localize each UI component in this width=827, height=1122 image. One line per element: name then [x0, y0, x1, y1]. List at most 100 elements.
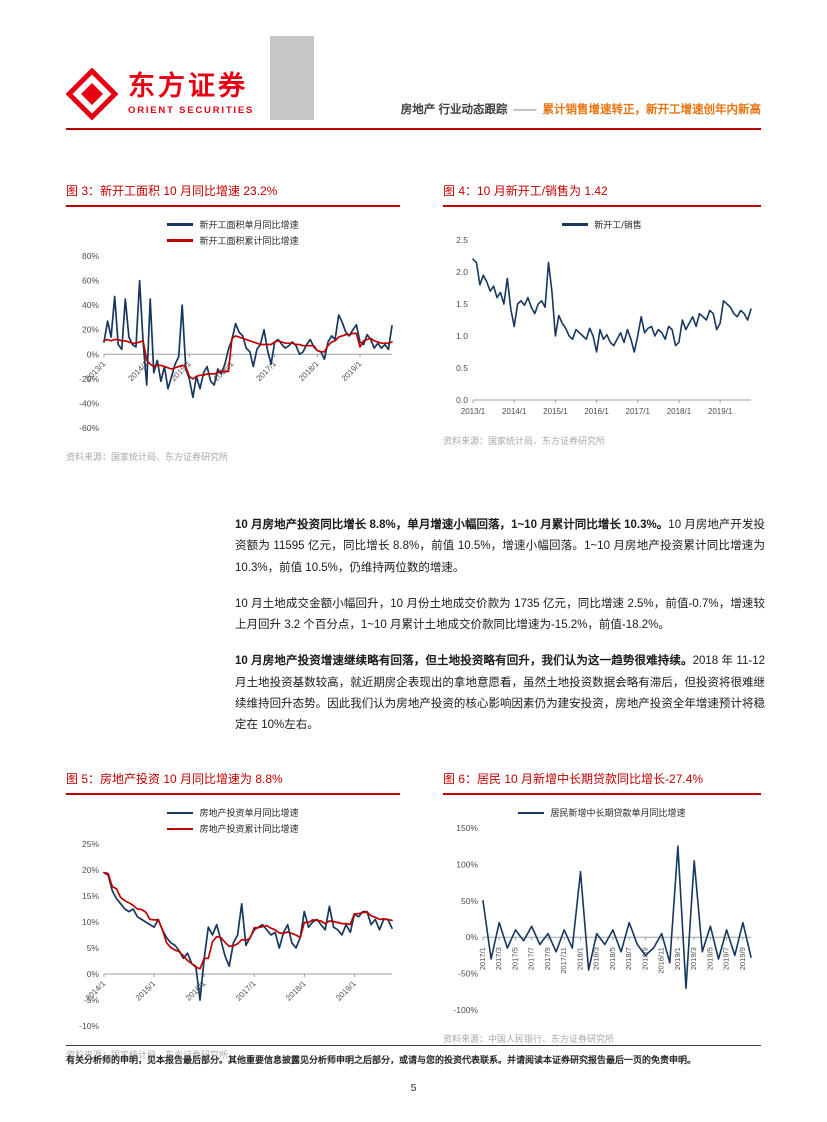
- figure-5-title: 图 5：房地产投资 10 月同比增速为 8.8%: [66, 770, 400, 796]
- svg-text:2019/7: 2019/7: [722, 948, 731, 971]
- legend-label: 居民新增中长期贷款单月同比增速: [550, 808, 686, 819]
- svg-text:2017/1: 2017/1: [254, 359, 278, 383]
- figure-4-legend: 新开工/销售: [443, 218, 761, 231]
- brand-name-en: ORIENT SECURITIES: [128, 104, 255, 116]
- svg-text:2018/3: 2018/3: [592, 948, 601, 971]
- svg-text:2018/1: 2018/1: [575, 948, 584, 971]
- svg-text:2019/3: 2019/3: [689, 948, 698, 971]
- svg-text:80%: 80%: [82, 251, 99, 261]
- svg-text:2018/1: 2018/1: [667, 407, 692, 416]
- figure-4: 图 4：10 月新开工/销售为 1.42 新开工/销售 0.0 0.5 1.0 1.5…: [443, 182, 761, 463]
- svg-text:0%: 0%: [466, 933, 479, 943]
- figure-4-source: 资料来源：国家统计局、东方证券研究所: [443, 436, 606, 446]
- figure-3-chart: -60% -40% -20% 0% 20% 40% 60% 80% 2013/1 2014/1 20…: [66, 250, 400, 440]
- svg-text:-50%: -50%: [458, 969, 478, 979]
- legend-label: 新开工面积单月同比增速: [199, 220, 299, 230]
- svg-text:0%: 0%: [87, 969, 100, 979]
- svg-text:0.0: 0.0: [456, 395, 468, 405]
- body-paragraph: 10 月房地产投资同比增长 8.8%，单月增速小幅回落，1~10 月累计同比增长…: [235, 519, 765, 574]
- svg-text:2017/9: 2017/9: [543, 948, 552, 971]
- legend-item: 居民新增中长期贷款单月同比增速: [518, 806, 686, 819]
- svg-text:2018/9: 2018/9: [640, 948, 649, 971]
- legend-label: 房地产投资累计同比增速: [199, 824, 299, 835]
- svg-text:2016/1: 2016/1: [184, 979, 208, 1003]
- svg-text:2017/1: 2017/1: [626, 407, 651, 416]
- legend-line-swatch: [167, 827, 194, 831]
- svg-text:-10%: -10%: [79, 1021, 99, 1031]
- figure-6-legend: 居民新增中长期贷款单月同比增速: [443, 806, 761, 819]
- svg-text:1.5: 1.5: [456, 299, 468, 309]
- svg-text:40%: 40%: [82, 300, 99, 310]
- chart-svg: -60%-40%-20%0%20%40%60%80%2013/1 2014/1 20…: [79, 251, 393, 433]
- svg-text:2017/3: 2017/3: [494, 948, 503, 971]
- legend-item: 新开工/销售: [562, 218, 642, 231]
- orient-securities-logo-icon: [66, 68, 118, 120]
- chart-svg: -10%-5%0%5%10%15%20%25%2014/1 2015/1 2016/…: [79, 839, 393, 1031]
- legend-line-swatch: [167, 239, 194, 242]
- svg-text:2015/1: 2015/1: [134, 979, 158, 1003]
- svg-text:2019/5: 2019/5: [705, 948, 714, 971]
- svg-text:2016/1: 2016/1: [584, 407, 609, 416]
- brand-text: 东方证券 ORIENT SECURITIES: [128, 71, 255, 116]
- analysis-text: 10 月房地产投资同比增长 8.8%，单月增速小幅回落，1~10 月累计同比增长…: [235, 515, 765, 736]
- figure-5-chart: -10% -5% 0% 5% 10% 15% 20% 25% 2014/1 2015/1 2016/…: [66, 838, 400, 1038]
- body-paragraph: 10 月房地产投资增速继续略有回落，但土地投资略有回升，我们认为这一趋势很难持续…: [235, 655, 765, 732]
- svg-text:25%: 25%: [82, 839, 99, 849]
- svg-text:1.0: 1.0: [456, 331, 468, 341]
- brand-name-cn: 东方证券: [128, 71, 248, 102]
- report-header-line: 房地产 行业动态跟踪 —— 累计销售增速转正，新开工增速创年内新高: [401, 101, 761, 120]
- legend-label: 新开工面积累计同比增速: [199, 236, 299, 246]
- decorative-gray-block: [270, 36, 315, 120]
- svg-text:2018/11: 2018/11: [657, 948, 666, 975]
- page-number: 5: [410, 1082, 417, 1094]
- orient-securities-brand: 东方证券 ORIENT SECURITIES: [66, 68, 254, 120]
- svg-text:100%: 100%: [456, 860, 478, 870]
- svg-text:2014/1: 2014/1: [502, 407, 527, 416]
- svg-text:2018/7: 2018/7: [624, 948, 633, 971]
- svg-text:2017/7: 2017/7: [527, 948, 536, 971]
- legend-line-swatch: [518, 811, 545, 815]
- footer-rule: 有关分析师的申明，见本报告最后部分。其他重要信息披露见分析师申明之后部分，或请与…: [66, 1045, 761, 1066]
- figure-5: 图 5：房地产投资 10 月同比增速为 8.8% 房地产投资单月同比增速房地产投…: [66, 770, 400, 1061]
- figure-5-source: 资料来源：国家统计局、东方证券研究所: [66, 1050, 229, 1061]
- svg-text:2.0: 2.0: [456, 267, 468, 277]
- charts-row-top: 图 3：新开工面积 10 月同比增速 23.2% 新开工面积单月同比增速 新开工面…: [66, 182, 761, 463]
- svg-text:-40%: -40%: [79, 398, 99, 408]
- legend-line-swatch: [167, 811, 194, 815]
- svg-text:2019/9: 2019/9: [738, 948, 747, 971]
- page-footer: 有关分析师的申明，见本报告最后部分。其他重要信息披露见分析师申明之后部分，或请与…: [66, 1045, 761, 1094]
- svg-text:2018/5: 2018/5: [608, 948, 617, 971]
- header-rule: [66, 128, 761, 130]
- figure-6-chart: -100% -50% 0% 50% 100% 150% 2017/1 2017/3 2017/5…: [443, 822, 761, 1022]
- figure-4-title: 图 4：10 月新开工/销售为 1.42: [443, 182, 761, 207]
- header-dash: ——: [513, 104, 537, 116]
- page-header: 东方证券 ORIENT SECURITIES 房地产 行业动态跟踪 —— 累计销…: [66, 36, 761, 120]
- figure-6: 图 6：居民 10 月新增中长期贷款同比增长-27.4% 居民新增中长期贷款单月…: [443, 770, 761, 1061]
- chart-svg: 0.0 0.5 1.0 1.5 2.0 2.5 2013/1 2014/1 2015/1 2016…: [456, 235, 752, 416]
- legend-item: 房地产投资累计同比增速: [167, 822, 299, 835]
- svg-text:60%: 60%: [82, 276, 99, 286]
- body-paragraph: 10 月土地成交金额小幅回升，10 月份土地成交价款为 1735 亿元，同比增速…: [235, 597, 765, 632]
- legend-item: 新开工面积单月同比增速: [167, 218, 299, 231]
- legend-line-swatch: [167, 223, 194, 226]
- legend-item: 房地产投资单月同比增速: [167, 806, 299, 819]
- svg-text:2019/1: 2019/1: [340, 359, 364, 383]
- figure-6-source: 资料来源：中国人民银行、东方证券研究所: [443, 1034, 615, 1045]
- chart-svg: -100% -50% 0% 50% 100% 150% 2017/1 2017/3 2017/5…: [453, 823, 752, 1015]
- legend-label: 新开工/销售: [594, 220, 642, 230]
- svg-text:2017/1: 2017/1: [478, 948, 487, 971]
- svg-text:0%: 0%: [87, 349, 100, 359]
- report-type-label: 房地产 行业动态跟踪: [400, 104, 508, 116]
- svg-text:2017/5: 2017/5: [510, 948, 519, 971]
- svg-text:-60%: -60%: [79, 423, 99, 433]
- figure-3-source: 资料来源：国家统计局、东方证券研究所: [66, 452, 229, 462]
- svg-text:20%: 20%: [82, 325, 99, 335]
- footer-disclaimer: 有关分析师的申明，见本报告最后部分。其他重要信息披露见分析师申明之后部分，或请与…: [66, 1055, 697, 1065]
- svg-text:2018/1: 2018/1: [297, 359, 321, 383]
- report-subtitle: 累计销售增速转正，新开工增速创年内新高: [542, 104, 762, 116]
- svg-text:-5%: -5%: [84, 995, 100, 1005]
- svg-text:2019/1: 2019/1: [708, 407, 733, 416]
- svg-text:2.5: 2.5: [456, 235, 468, 245]
- figure-6-title: 图 6：居民 10 月新增中长期贷款同比增长-27.4%: [443, 770, 761, 796]
